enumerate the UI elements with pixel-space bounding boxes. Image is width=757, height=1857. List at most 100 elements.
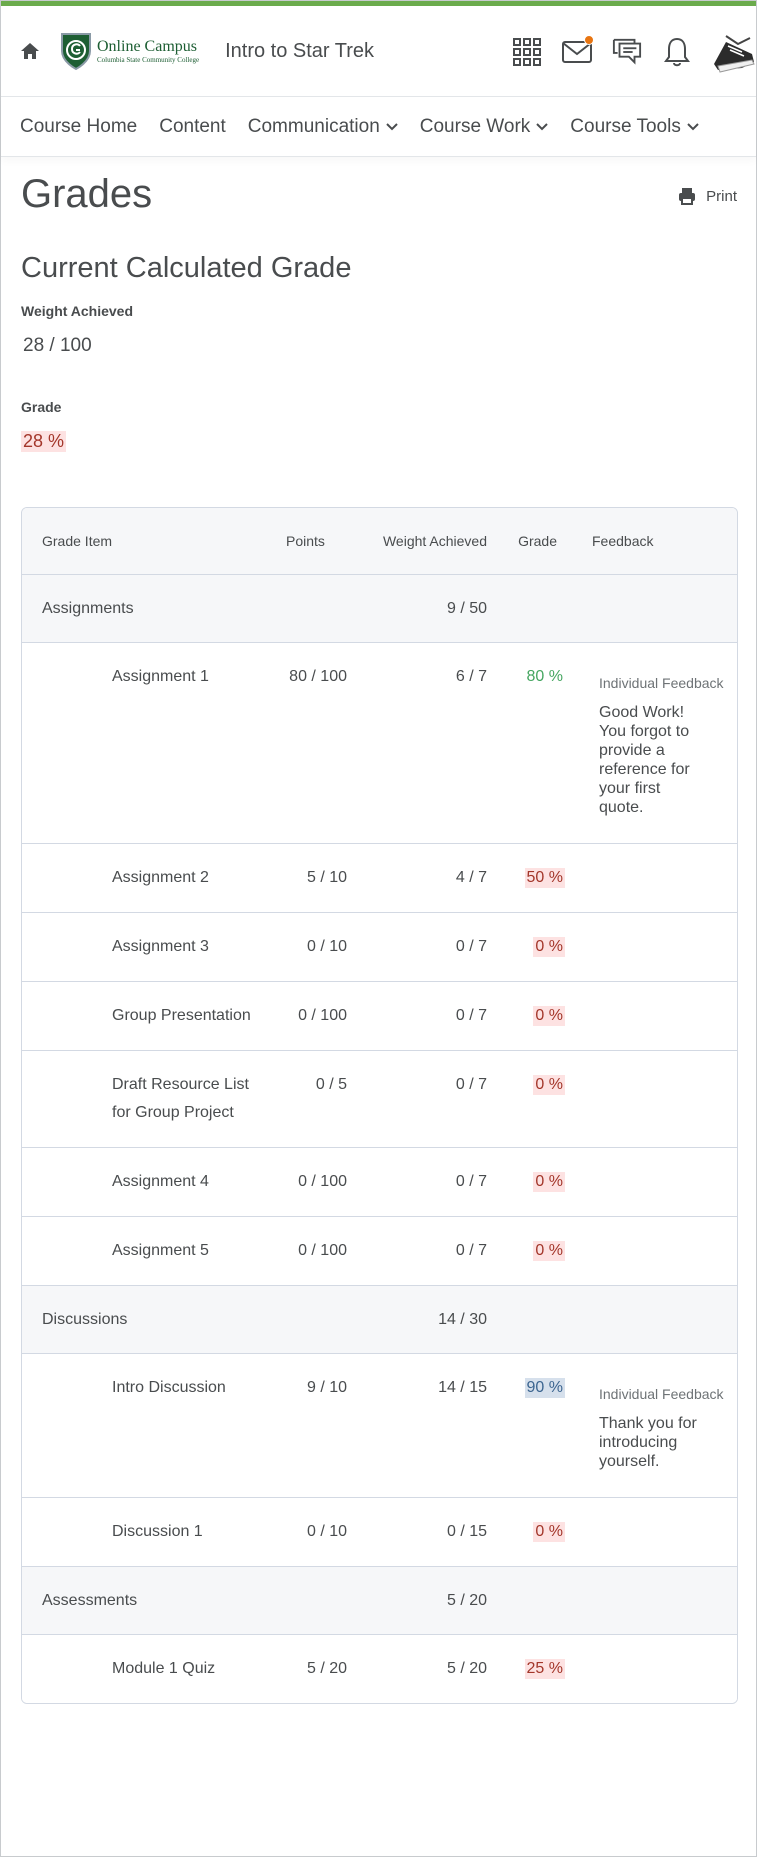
- grade-item-points: 0 / 10: [306, 938, 347, 955]
- grade-item-grade: 0 %: [533, 1522, 565, 1542]
- header-feedback: Feedback: [592, 533, 654, 549]
- grade-item-grade: 80 %: [526, 668, 563, 685]
- grade-item-feedback: [565, 1148, 735, 1216]
- grade-item-name[interactable]: Assignment 1: [112, 668, 209, 685]
- grade-item-grade: 0 %: [533, 937, 565, 957]
- grade-item-feedback: [565, 1217, 735, 1285]
- weight-achieved-label: Weight Achieved: [21, 303, 134, 319]
- grade-item-weight: 0 / 7: [455, 1242, 487, 1259]
- grade-item-points: 5 / 10: [306, 869, 347, 886]
- table-row: Assignment 3 0 / 10 0 / 7 0 %: [22, 912, 737, 981]
- grade-item-grade: 0 %: [533, 1006, 565, 1026]
- table-row: Assignment 2 5 / 10 4 / 7 50 %: [22, 843, 737, 912]
- grade-item-grade: 50 %: [524, 868, 565, 888]
- grade-item-grade: 0 %: [533, 1241, 565, 1261]
- grade-item-name[interactable]: Intro Discussion: [112, 1379, 226, 1396]
- grade-item-name[interactable]: Module 1 Quiz: [112, 1660, 216, 1677]
- grade-item-points: 0 / 10: [306, 1523, 347, 1540]
- table-row: Draft Resource List for Group Project 0 /…: [22, 1050, 737, 1147]
- shield-logo-icon: [61, 33, 91, 71]
- print-button[interactable]: Print: [678, 187, 737, 205]
- final-grade-value: 28 %: [21, 431, 67, 452]
- grade-item-name[interactable]: Assignment 4: [112, 1173, 209, 1190]
- nav-label: Course Work: [419, 115, 531, 137]
- grade-item-points: 0 / 5: [315, 1076, 347, 1093]
- section-title: Current Calculated Grade: [21, 252, 352, 284]
- main-content: Grades Print Current Calculated Grade We…: [1, 169, 756, 1704]
- grade-item-feedback: Individual Feedback Good Work! You forgot…: [565, 643, 735, 843]
- table-row: Assignment 5 0 / 100 0 / 7 0 %: [22, 1216, 737, 1285]
- category-weight: 14 / 30: [438, 1310, 487, 1328]
- table-row: Discussion 1 0 / 10 0 / 15 0 %: [22, 1497, 737, 1566]
- grade-item-weight: 0 / 15: [446, 1523, 487, 1540]
- table-header-row: Grade Item Points Weight Achieved Grade …: [22, 508, 737, 574]
- grade-item-name[interactable]: Group Presentation: [112, 1007, 251, 1024]
- apps-grid-icon[interactable]: [512, 37, 542, 67]
- grade-item-grade: 0 %: [533, 1172, 565, 1192]
- logo-subtitle: Columbia State Community College: [97, 55, 200, 64]
- grade-item-points: 0 / 100: [298, 1173, 347, 1190]
- header-grade-item: Grade Item: [42, 533, 113, 549]
- mail-icon[interactable]: [562, 34, 594, 67]
- grade-item-grade: 0 %: [533, 1075, 565, 1095]
- grade-item-feedback: [565, 1498, 735, 1566]
- category-weight: 5 / 20: [446, 1591, 487, 1609]
- nav-course-tools[interactable]: Course Tools: [570, 116, 699, 138]
- grade-item-feedback: [565, 982, 735, 1050]
- table-row: Module 1 Quiz 5 / 20 5 / 20 25 %: [22, 1634, 737, 1703]
- grade-item-points: 9 / 10: [306, 1379, 347, 1396]
- logo-title: Online Campus: [97, 37, 197, 55]
- home-icon[interactable]: [19, 40, 41, 62]
- grade-label: Grade: [21, 399, 62, 415]
- header-points: Points: [286, 533, 325, 549]
- campus-logo[interactable]: Online Campus Columbia State Community C…: [59, 31, 199, 71]
- grade-item-weight: 6 / 7: [455, 668, 487, 685]
- category-name: Discussions: [42, 1310, 128, 1328]
- grade-item-points: 5 / 20: [306, 1660, 347, 1677]
- nav-content[interactable]: Content: [159, 116, 226, 138]
- category-row: Assessments 5 / 20: [22, 1566, 737, 1634]
- table-row: Assignment 4 0 / 100 0 / 7 0 %: [22, 1147, 737, 1216]
- grade-item-feedback: [565, 844, 735, 912]
- grade-item-name[interactable]: Assignment 3: [112, 938, 209, 955]
- avatar[interactable]: [712, 29, 756, 74]
- feedback-text: Good Work! You forgot to provide a refer…: [599, 704, 690, 816]
- grade-item-name[interactable]: Assignment 2: [112, 869, 209, 886]
- grade-item-grade: 90 %: [524, 1378, 565, 1398]
- table-row: Group Presentation 0 / 100 0 / 7 0 %: [22, 981, 737, 1050]
- grade-item-feedback: [565, 1635, 735, 1703]
- grade-item-weight: 0 / 7: [455, 1076, 487, 1093]
- printer-icon: [679, 188, 696, 205]
- grade-item-name[interactable]: Discussion 1: [112, 1523, 203, 1540]
- grade-item-feedback: Individual Feedback Thank you for introdu…: [565, 1354, 735, 1497]
- grade-item-name[interactable]: Draft Resource List for Group Project: [112, 1076, 249, 1121]
- bell-icon[interactable]: [662, 37, 692, 67]
- grade-item-points: 0 / 100: [298, 1242, 347, 1259]
- grade-item-weight: 0 / 7: [455, 1007, 487, 1024]
- nav-course-home[interactable]: Course Home: [20, 116, 137, 138]
- grade-item-feedback: [565, 913, 735, 981]
- grade-item-name[interactable]: Assignment 5: [112, 1242, 209, 1259]
- individual-feedback-label: Individual Feedback: [599, 1386, 724, 1402]
- top-header: Online Campus Columbia State Community C…: [1, 1, 756, 97]
- category-name: Assignments: [42, 599, 134, 617]
- table-row: Assignment 1 80 / 100 6 / 7 80 % Individual …: [22, 642, 737, 843]
- header-grade: Grade: [518, 533, 557, 549]
- nav-label: Course Tools: [570, 115, 681, 137]
- chat-icon[interactable]: [612, 37, 642, 67]
- nav-course-work[interactable]: Course Work: [420, 116, 549, 138]
- header-weight-achieved: Weight Achieved: [382, 533, 487, 549]
- nav-communication[interactable]: Communication: [248, 116, 398, 138]
- chevron-down-icon: [536, 122, 548, 130]
- grade-item-feedback: [565, 1051, 735, 1147]
- print-label: Print: [706, 187, 737, 205]
- weight-achieved-value: 28 / 100: [23, 335, 92, 356]
- individual-feedback-label: Individual Feedback: [599, 675, 724, 691]
- grade-item-weight: 5 / 20: [446, 1660, 487, 1677]
- course-title[interactable]: Intro to Star Trek: [225, 39, 375, 62]
- feedback-text: Thank you for introducing yourself.: [599, 1415, 697, 1470]
- grade-item-points: 0 / 100: [298, 1007, 347, 1024]
- grade-item-weight: 14 / 15: [438, 1379, 487, 1396]
- grade-item-weight: 0 / 7: [455, 1173, 487, 1190]
- grade-item-weight: 4 / 7: [455, 869, 487, 886]
